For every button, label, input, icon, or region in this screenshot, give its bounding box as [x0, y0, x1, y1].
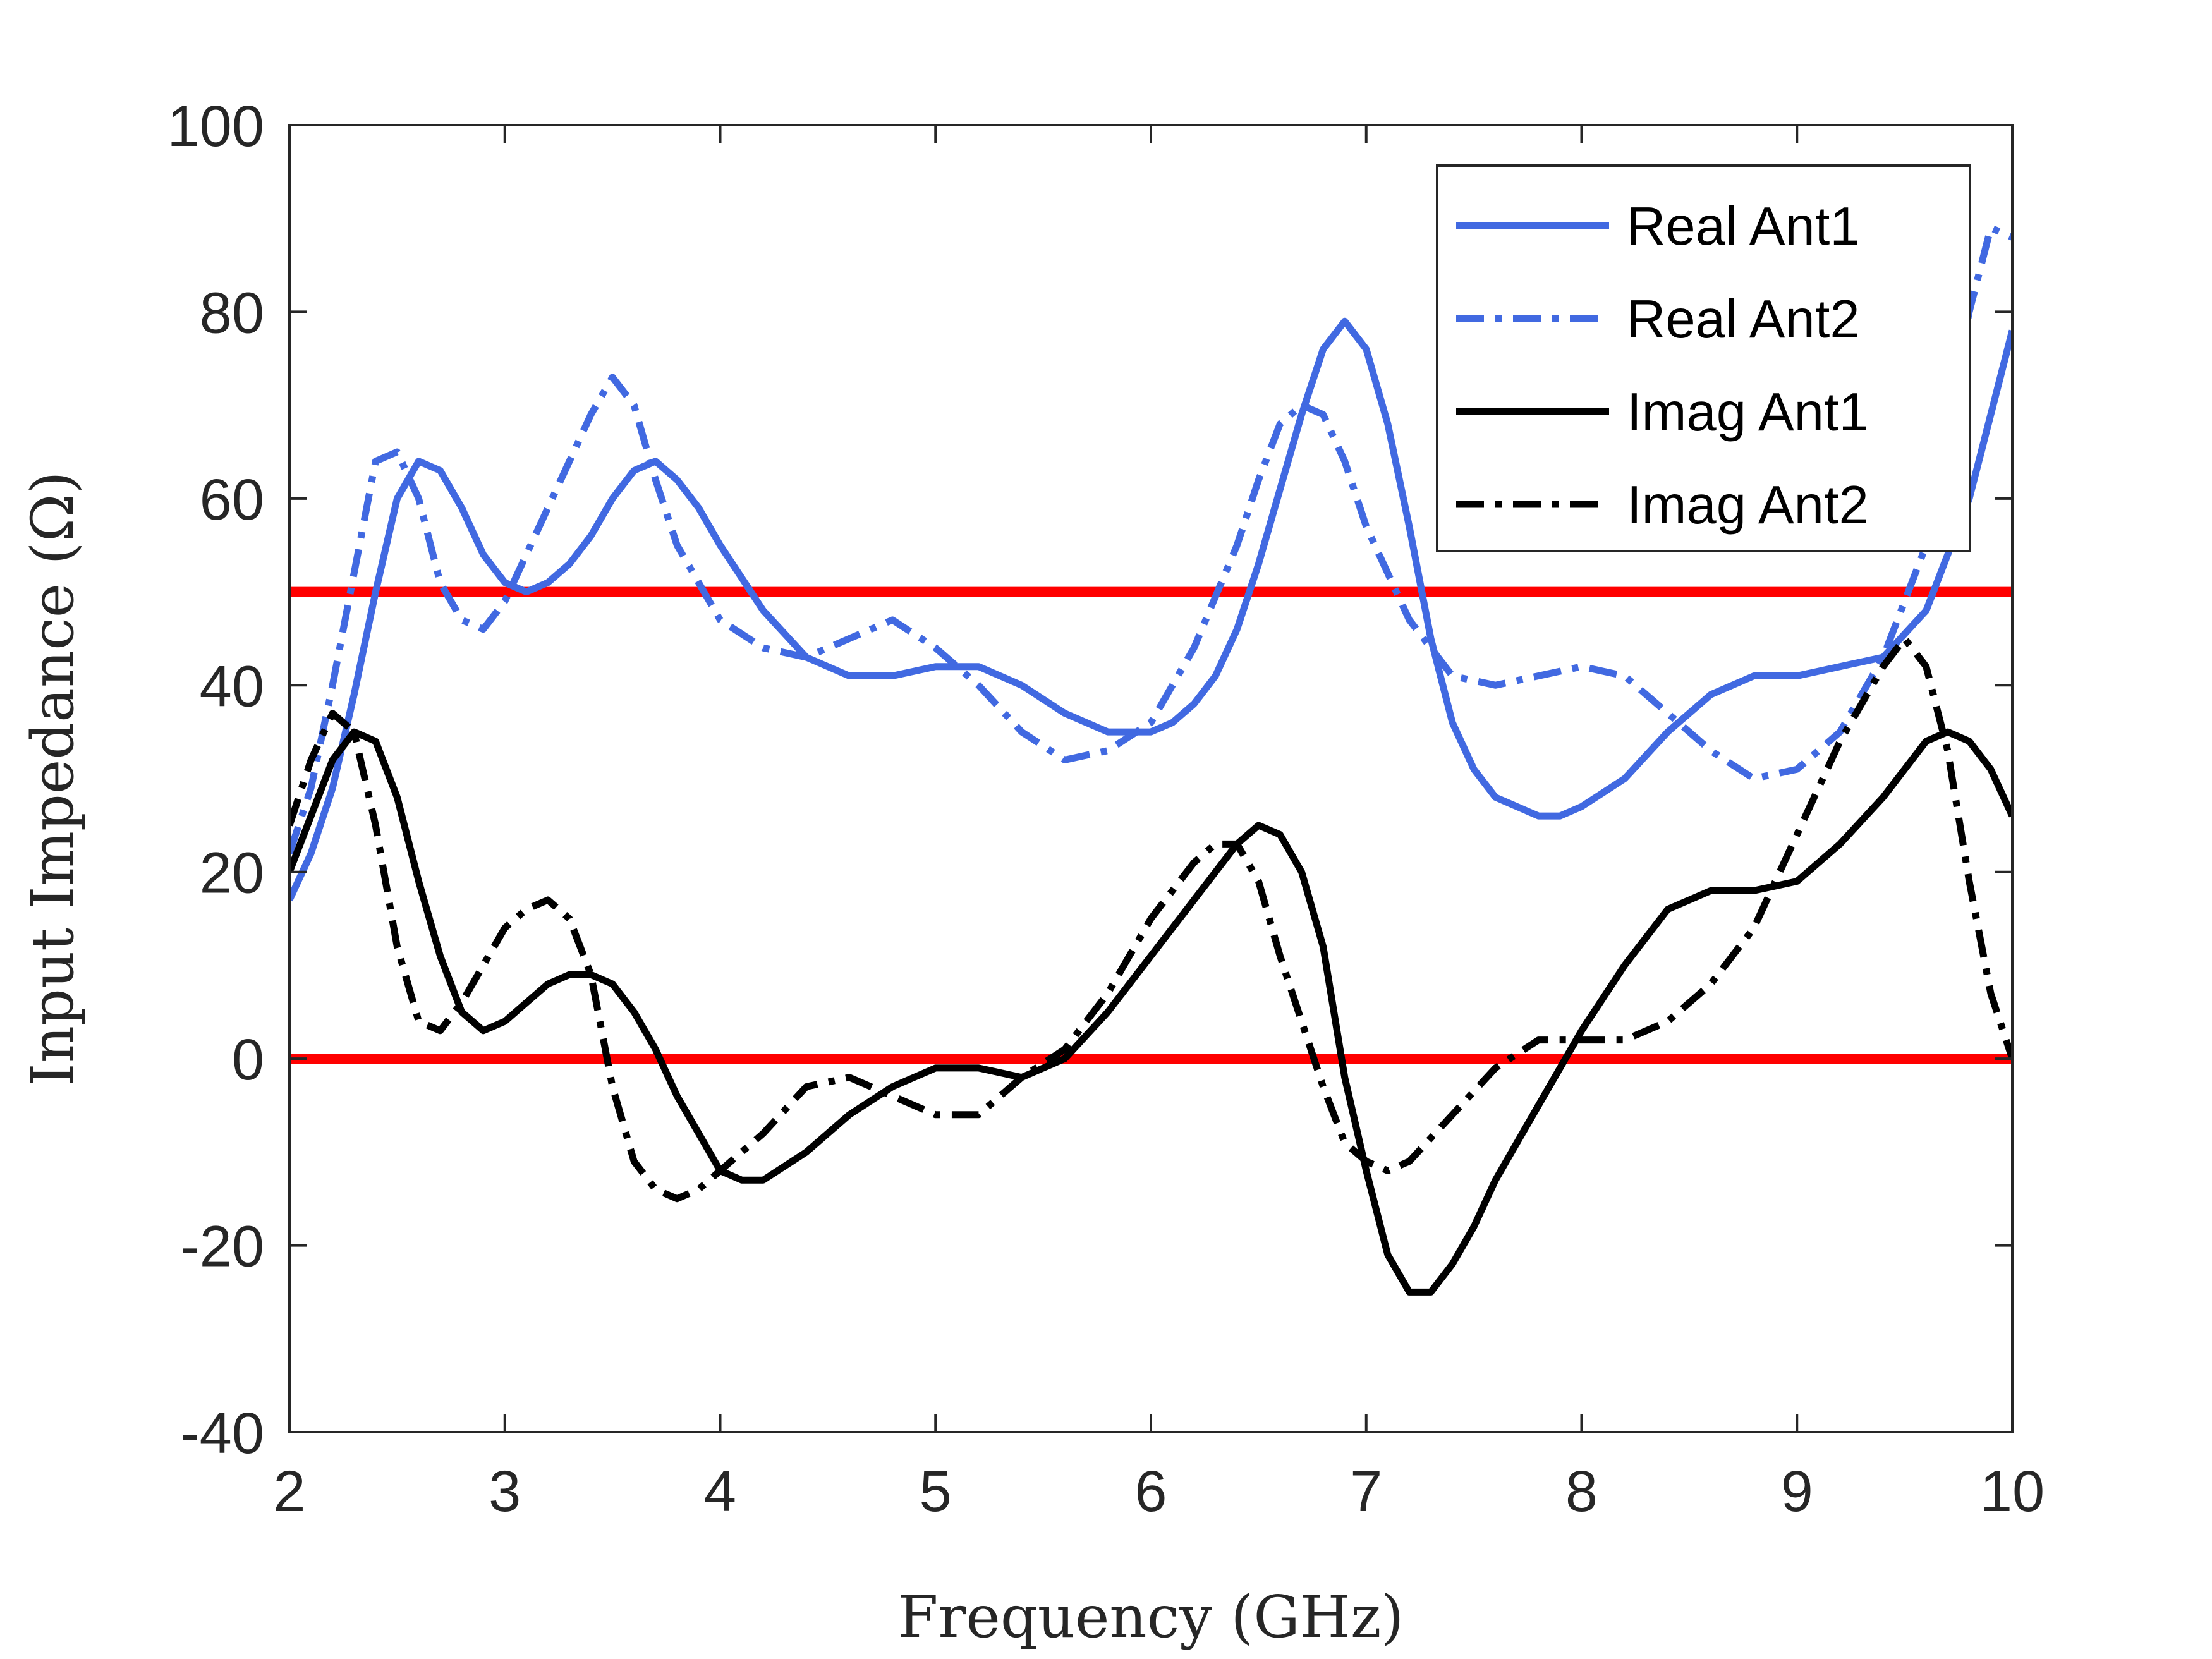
- legend-box: [1436, 164, 1971, 552]
- x-tick-label: 3: [489, 1459, 521, 1524]
- legend-label: Real Ant2: [1627, 289, 1860, 349]
- x-tick-label: 5: [920, 1459, 952, 1524]
- y-tick-label: -40: [180, 1401, 264, 1466]
- series-line-imag-ant1: [289, 728, 2012, 1296]
- x-tick-label: 8: [1565, 1459, 1598, 1524]
- series-group: [289, 224, 2012, 1296]
- x-tick-label: 2: [273, 1459, 305, 1524]
- y-tick-label: 0: [232, 1028, 264, 1092]
- legend-label: Real Ant1: [1627, 197, 1860, 257]
- x-tick-label: 9: [1781, 1459, 1813, 1524]
- y-tick-label: 40: [200, 654, 264, 719]
- y-axis-label: Input Impedance (Ω): [19, 471, 87, 1086]
- x-tick-label: 6: [1134, 1459, 1167, 1524]
- y-tick-label: 60: [200, 468, 264, 532]
- x-tick-label: 10: [1980, 1459, 2045, 1524]
- y-tick-label: 20: [200, 841, 264, 906]
- legend: Real Ant1 Real Ant2 Imag Ant1 Imag Ant2: [1436, 164, 1971, 552]
- axes: 2 3 4 5 6 7 8 9 10 -40 -20 0 20 40 60 80 100 Frequency (G…: [19, 94, 2045, 1651]
- legend-label: Imag Ant2: [1627, 475, 1869, 535]
- x-tick-label: 7: [1350, 1459, 1382, 1524]
- y-tick-label: -20: [180, 1215, 264, 1279]
- series-line-imag-ant2: [289, 635, 2012, 1203]
- series-line-real-ant1: [289, 317, 2012, 902]
- series-line-real-ant2: [289, 224, 2012, 854]
- x-tick-label: 4: [704, 1459, 736, 1524]
- x-axis-label: Frequency (GHz): [898, 1583, 1404, 1651]
- y-tick-label: 80: [200, 281, 264, 345]
- legend-label: Imag Ant1: [1627, 382, 1869, 442]
- y-tick-label: 100: [167, 94, 265, 159]
